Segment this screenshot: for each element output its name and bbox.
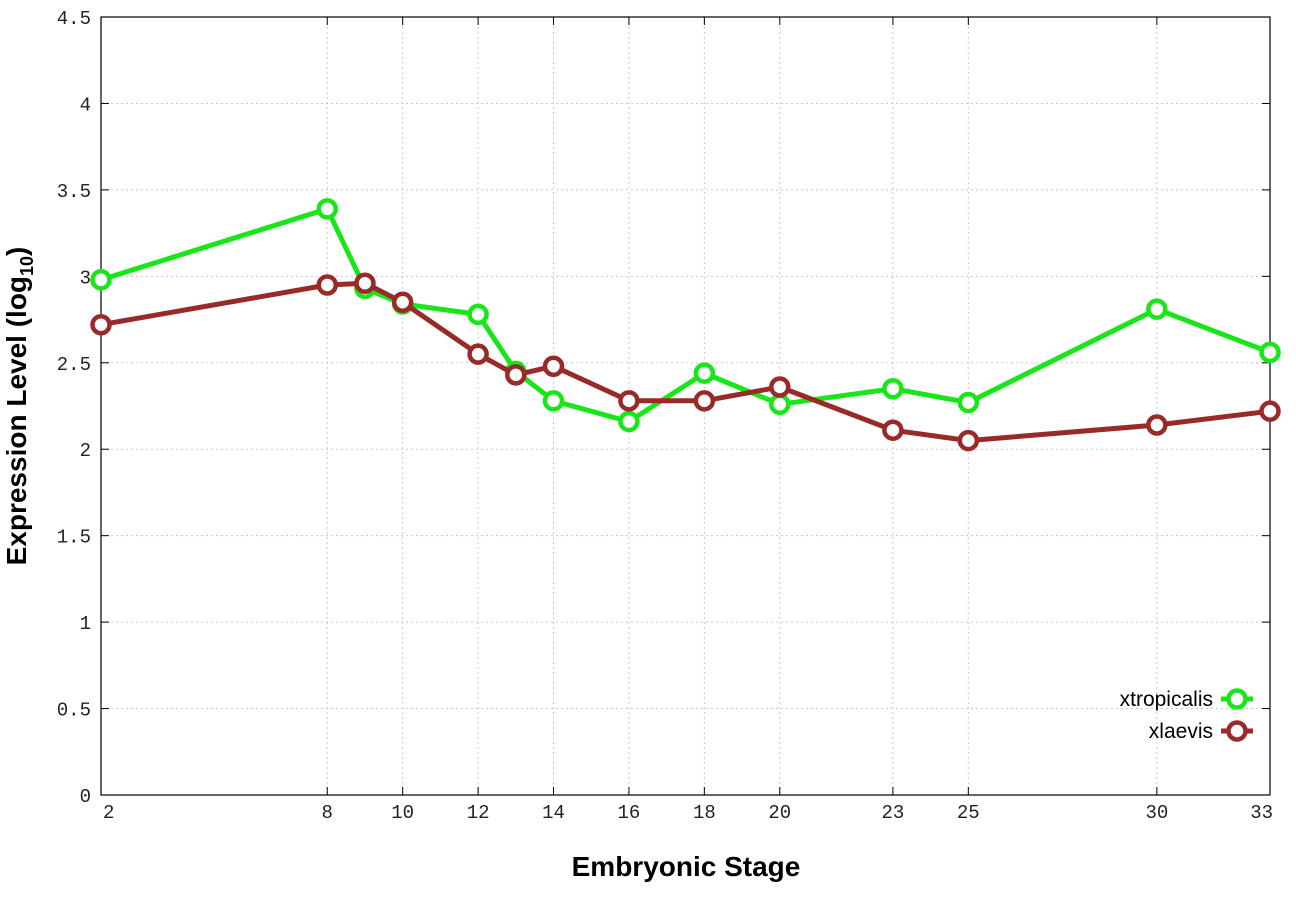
data-point [542,355,565,377]
x-tick-label: 14 [542,802,565,824]
series-line [100,280,1271,444]
x-tick-label: 30 [1145,802,1168,824]
y-tick-label: 1.5 [57,527,91,549]
y-tick-label: 0.5 [57,700,91,722]
data-point [769,376,791,398]
legend-marker [1226,688,1248,710]
y-tick-label: 3.5 [57,181,91,203]
data-point [391,291,414,314]
data-point [1259,400,1281,422]
y-tick-label: 3 [80,267,91,289]
data-point [693,362,716,384]
y-tick-label: 4.5 [57,8,91,30]
x-axis: 2 8 10 12 14 16 18 20 23 25 30 33 [100,17,1273,824]
y-tick-label: 2 [80,440,91,462]
data-point [1259,341,1281,364]
y-axis-title-subscript: 10 [17,256,37,276]
y-tick-label: 2.5 [57,354,91,376]
x-tick-label: 18 [693,802,716,824]
data-point [957,429,980,452]
data-point [882,377,904,400]
x-tick-label: 23 [881,802,904,824]
legend-label: xtropicalis [1120,688,1213,711]
data-point [90,269,112,291]
y-tick-label: 0 [80,786,91,808]
x-tick-label: 8 [322,802,333,824]
data-point [957,391,980,414]
data-point [1146,298,1168,320]
series-xtropicalis [90,198,1281,433]
data-point [316,198,339,220]
y-tick-label: 4 [80,94,91,116]
data-point [693,390,716,412]
x-axis-title: Embryonic Stage [572,851,801,882]
series-xlaevis [90,272,1281,452]
data-point [769,393,791,416]
y-tick-label: 1 [80,613,91,635]
y-axis-title-end: ) [1,247,32,256]
series-group [90,198,1281,452]
x-tick-label: 25 [957,802,980,824]
data-point [618,410,640,433]
data-point [882,419,904,441]
data-point [354,272,376,294]
data-point [90,313,112,336]
data-point [1146,414,1168,436]
legend-label: xlaevis [1149,720,1213,743]
x-tick-label: 10 [391,802,414,824]
legend-entry-xlaevis: xlaevis [1149,720,1253,743]
x-tick-label: 2 [103,802,114,824]
data-point [467,303,489,326]
grid-lines [101,17,1270,795]
x-tick-label: 16 [618,802,641,824]
legend-marker [1226,720,1248,742]
legend: xtropicalis xlaevis [1120,688,1253,743]
y-axis: 0 0.5 1 1.5 2 2.5 3 3.5 4 4.5 [57,8,1270,808]
legend-entry-xtropicalis: xtropicalis [1120,688,1253,711]
data-point [618,390,640,412]
data-point [467,343,489,365]
x-tick-label: 33 [1250,802,1273,824]
data-point [505,364,527,386]
y-axis-title-main: Expression Level (log [1,276,32,565]
series-line [100,206,1271,425]
y-axis-title: Expression Level (log10) [1,247,37,566]
data-point [316,274,339,296]
plot-frame [100,16,1271,796]
x-tick-label: 12 [467,802,490,824]
data-point [542,390,565,412]
x-tick-label: 20 [768,802,791,824]
